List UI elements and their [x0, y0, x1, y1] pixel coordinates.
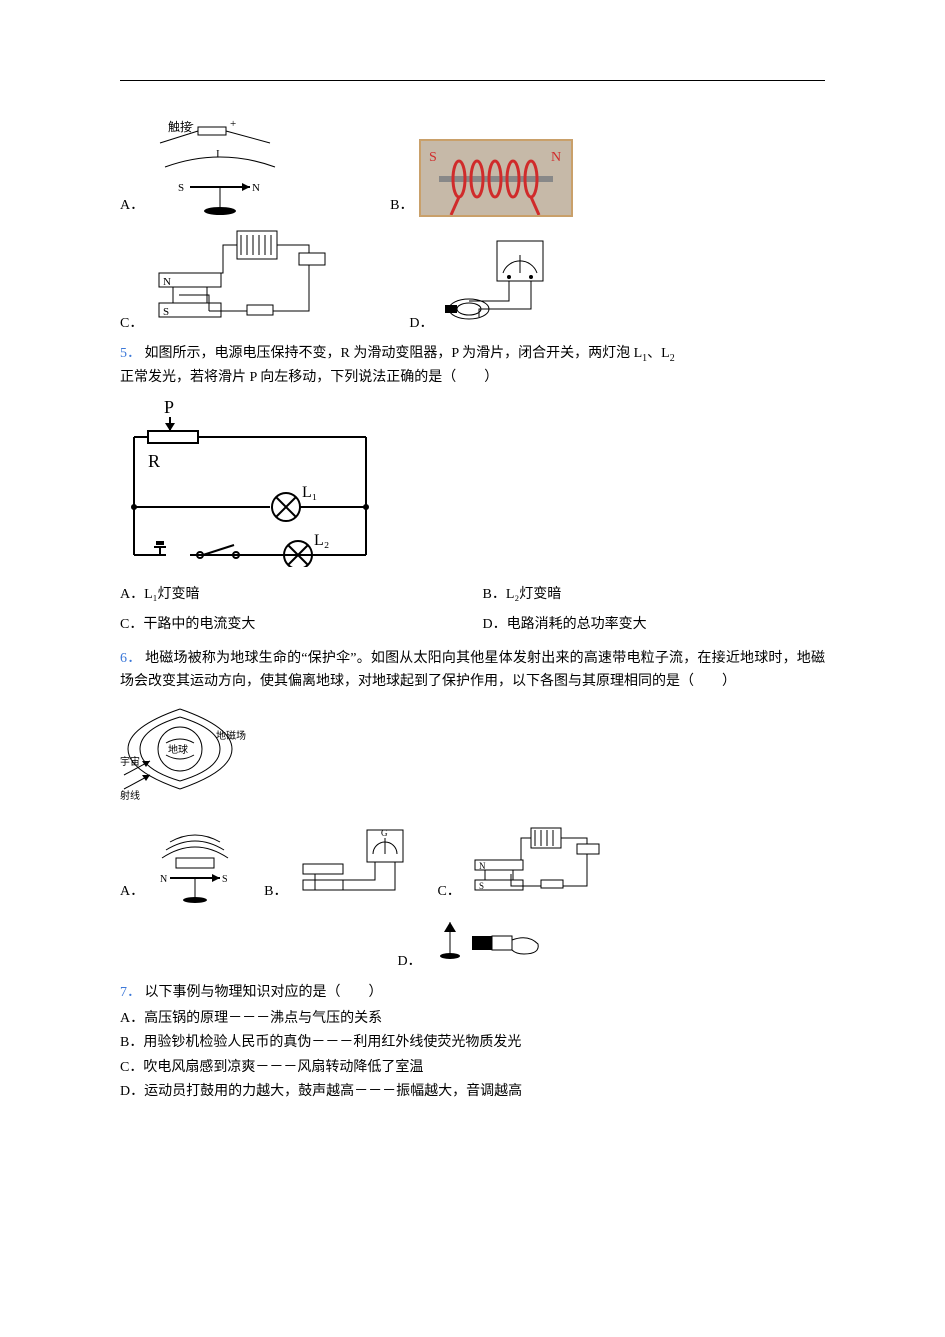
q6-top-figure: 地球 地磁场 宇宙 射线: [120, 699, 825, 817]
motor-small-icon: N S: [467, 824, 617, 904]
svg-text:I: I: [216, 148, 220, 160]
svg-text:+: +: [230, 118, 236, 130]
svg-text:触接: 触接: [168, 119, 192, 134]
induction-icon: G: [293, 824, 413, 904]
q5-option-D: D．电路消耗的总功率变大: [483, 614, 826, 636]
svg-text:地磁场: 地磁场: [216, 729, 246, 742]
svg-text:S: S: [178, 182, 184, 194]
q5-text-line1-tail: 、L: [647, 346, 670, 361]
q6-option-C: C． N S: [437, 824, 616, 904]
q7-option-D: D．运动员打鼓用的力越大，鼓声越高－－－振幅越大，音调越高: [120, 1081, 825, 1103]
svg-text:宇宙: 宇宙: [120, 755, 140, 768]
q6-option-B-label: B．: [264, 881, 287, 903]
svg-text:N: N: [160, 874, 167, 885]
svg-text:L₁: L₁: [302, 484, 317, 501]
svg-text:S: S: [163, 306, 169, 318]
motor-icon: N S: [149, 225, 339, 335]
svg-text:S: S: [479, 881, 484, 891]
q7-stem: 7． 以下事例与物理知识对应的是（ ）: [120, 982, 825, 1004]
figure-B: S N: [419, 139, 573, 217]
q7-options: A．高压锅的原理－－－沸点与气压的关系 B．用验钞机检验人民币的真伪－－－利用红…: [120, 1008, 825, 1104]
q6-option-C-label: C．: [437, 881, 460, 903]
svg-text:R: R: [148, 451, 160, 471]
svg-text:S: S: [222, 874, 228, 885]
svg-text:S: S: [429, 150, 437, 165]
option-B-label: B．: [390, 195, 413, 217]
q5-circuit: P R: [120, 397, 825, 575]
q6-options-row2: D．: [120, 910, 825, 974]
q5-number: 5．: [120, 346, 141, 361]
q6-option-B: B． G: [264, 824, 413, 904]
option-C-label: C．: [120, 313, 143, 335]
q7-text: 以下事例与物理知识对应的是（ ）: [145, 985, 383, 1000]
oersted-icon: 触接 + - I N S: [150, 117, 290, 217]
svg-text:-: -: [190, 118, 194, 130]
q7-option-A: A．高压锅的原理－－－沸点与气压的关系: [120, 1008, 825, 1030]
option-D-figure: D．: [409, 235, 559, 335]
circuit-diagram-icon: P R: [120, 397, 380, 567]
q6-stem: 6． 地磁场被称为地球生命的“保护伞”。如图从太阳向其他星体发射出来的高速带电粒…: [120, 648, 825, 693]
q5-option-A: A．L₁灯变暗: [120, 584, 463, 606]
hand-magnet-icon: [428, 910, 548, 974]
figure-row-cd: C． N S: [120, 225, 825, 335]
q6-number: 6．: [120, 651, 141, 666]
q6-text: 地磁场被称为地球生命的“保护伞”。如图从太阳向其他星体发射出来的高速带电粒子流，…: [120, 651, 825, 688]
option-C-figure: C． N S: [120, 225, 339, 335]
svg-text:L₂: L₂: [314, 532, 329, 549]
svg-text:地球: 地球: [168, 743, 188, 756]
q6-options-row1: A． N S B． G: [120, 824, 825, 904]
q5-text-line1: 如图所示，电源电压保持不变，R 为滑动变阻器，P 为滑片，闭合开关，两灯泡 L: [145, 346, 643, 361]
q7-option-B: B．用验钞机检验人民币的真伪－－－利用红外线使荧光物质发光: [120, 1032, 825, 1054]
svg-text:P: P: [164, 397, 174, 417]
q6-option-A-label: A．: [120, 881, 144, 903]
svg-text:射线: 射线: [120, 789, 140, 802]
page: A． 触接 + - I N S: [0, 0, 945, 1337]
q7-number: 7．: [120, 985, 141, 1000]
q5-stem: 5． 如图所示，电源电压保持不变，R 为滑动变阻器，P 为滑片，闭合开关，两灯泡…: [120, 343, 825, 389]
q7-option-C: C．吹电风扇感到凉爽－－－风扇转动降低了室温: [120, 1057, 825, 1079]
svg-text:N: N: [252, 182, 260, 194]
q5-text-line2: 正常发光，若将滑片 P 向左移动，下列说法正确的是（ ）: [120, 370, 498, 385]
figure-D: [439, 235, 559, 335]
q5-sub2: 2: [670, 353, 675, 364]
solenoid-photo: S N: [419, 139, 573, 217]
figure-row-ab: A． 触接 + - I N S: [120, 117, 825, 217]
earth-magnetic-icon: 地球 地磁场 宇宙 射线: [120, 699, 250, 809]
top-rule: [120, 80, 825, 81]
galvanometer-icon: [439, 235, 559, 335]
q6-option-D-label: D．: [397, 951, 421, 973]
option-A-label: A．: [120, 195, 144, 217]
option-A-figure: A． 触接 + - I N S: [120, 117, 290, 217]
svg-text:G: G: [381, 828, 388, 838]
figure-C: N S: [149, 225, 339, 335]
q6-option-A: A． N S: [120, 824, 240, 904]
q5-option-B: B．L₂灯变暗: [483, 584, 826, 606]
svg-text:N: N: [163, 276, 171, 288]
q5-option-C: C．干路中的电流变大: [120, 614, 463, 636]
q6-option-D: D．: [397, 910, 547, 974]
q5-options: A．L₁灯变暗 B．L₂灯变暗 C．干路中的电流变大 D．电路消耗的总功率变大: [120, 582, 825, 639]
option-D-label: D．: [409, 313, 433, 335]
figure-A: 触接 + - I N S: [150, 117, 290, 217]
compass-magnet-icon: N S: [150, 824, 240, 904]
option-B-figure: B． S N: [390, 139, 573, 217]
svg-text:N: N: [551, 150, 561, 165]
